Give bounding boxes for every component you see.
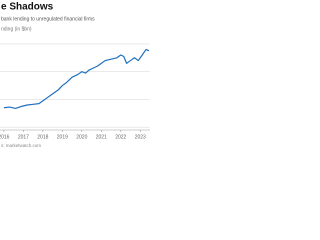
x-tick-label: 2016 [0,134,10,140]
x-tick-label: 2018 [37,134,48,140]
line-series [3,48,150,110]
x-tick-label: 2017 [18,134,29,140]
x-tick-label: 2020 [76,134,87,140]
y-axis-label: nding (in $bn) [1,26,32,32]
chart-subtitle: bank lending to unregulated financial fi… [1,16,95,22]
source: s: marketwatch.com [1,143,41,148]
background [0,0,150,150]
chart: e Shadows bank lending to unregulated fi… [0,0,150,150]
x-tick-label: 2022 [115,134,126,140]
x-tick-label: 2021 [96,134,107,140]
x-tick-label: 2019 [57,134,68,140]
chart-title: e Shadows [1,2,54,13]
x-tick-label: 2023 [135,134,146,140]
